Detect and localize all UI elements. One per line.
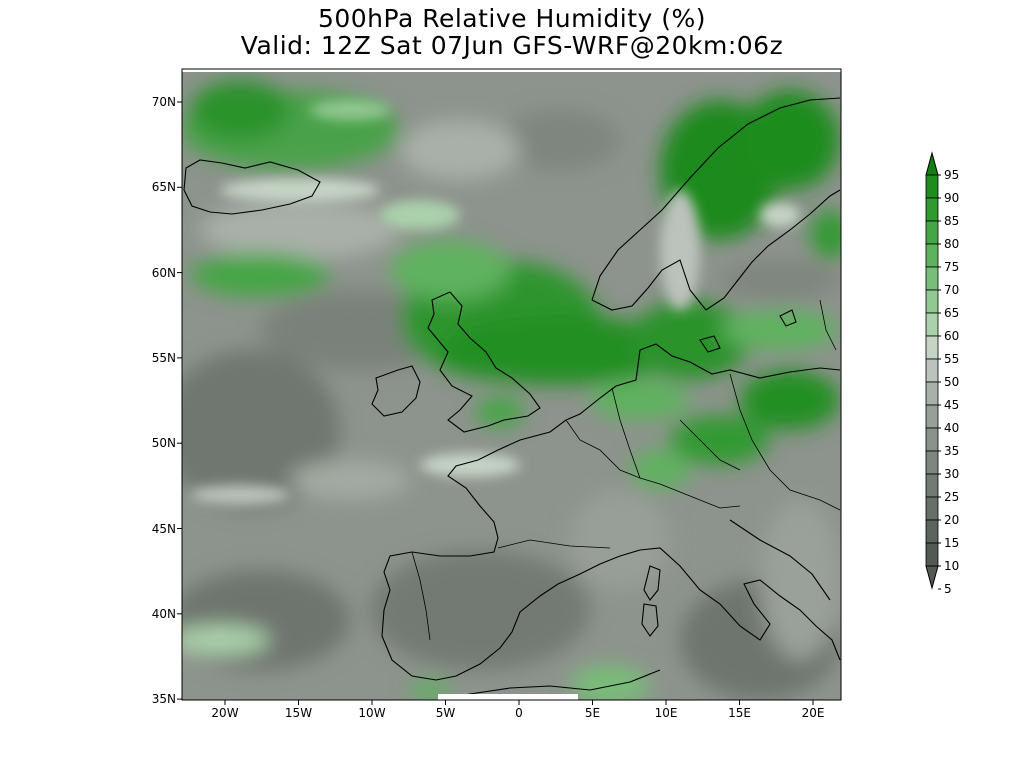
colorbar-swatch xyxy=(925,496,939,521)
colorbar-level-label: 25 xyxy=(944,490,960,504)
colorbar-swatch xyxy=(925,473,939,498)
colorbar-level-label: 85 xyxy=(944,214,960,228)
lat-label: 55N xyxy=(151,350,176,365)
colorbar-level-label: 55 xyxy=(944,352,960,366)
colorbar-swatch xyxy=(925,404,939,429)
map-frame xyxy=(181,68,842,701)
colorbar-level-label: 10 xyxy=(944,559,960,573)
colorbar-swatch xyxy=(925,243,939,268)
lat-label: 45N xyxy=(151,521,176,536)
colorbar-swatch xyxy=(925,174,939,199)
colorbar-level-label: 15 xyxy=(944,536,960,550)
lat-label: 50N xyxy=(151,436,176,451)
colorbar-swatch xyxy=(925,335,939,360)
colorbar-level-label: 45 xyxy=(944,398,960,412)
colorbar-top-arrow xyxy=(925,151,939,176)
colorbar-swatch xyxy=(925,358,939,383)
colorbar-level-label: 40 xyxy=(944,421,960,435)
lon-label: 0 xyxy=(515,706,523,720)
humidity-field xyxy=(182,80,841,700)
colorbar-swatch xyxy=(925,519,939,544)
lon-label: 20W xyxy=(211,706,239,720)
colorbar-swatch xyxy=(925,542,939,567)
lon-label: 10E xyxy=(654,706,678,720)
colorbar-level-label: 50 xyxy=(944,375,960,389)
colorbar-swatch xyxy=(925,312,939,337)
lat-label: 60N xyxy=(151,265,176,280)
lon-label: 10W xyxy=(358,706,386,720)
colorbar-level-label: 90 xyxy=(944,191,960,205)
colorbar-swatch xyxy=(925,220,939,245)
lat-label: 70N xyxy=(151,95,176,109)
colorbar-level-label: 75 xyxy=(944,260,960,274)
colorbar-swatch xyxy=(925,197,939,222)
lat-label: 35N xyxy=(151,692,176,707)
chart-subtitle: Valid: 12Z Sat 07Jun GFS-WRF@20km:06z xyxy=(240,31,784,60)
colorbar-swatch xyxy=(925,427,939,452)
colorbar-level-label: 80 xyxy=(944,237,960,251)
chart-title: 500hPa Relative Humidity (%) xyxy=(317,4,707,33)
colorbar-bottom-arrow xyxy=(925,565,939,590)
colorbar-swatch xyxy=(925,289,939,314)
colorbar-level-label: 70 xyxy=(944,283,960,297)
colorbar-level-label: 65 xyxy=(944,306,960,320)
colorbar-swatch xyxy=(925,450,939,475)
colorbar-level-label: 95 xyxy=(944,168,960,182)
lat-label: 65N xyxy=(151,180,176,195)
colorbar-level-label: 60 xyxy=(944,329,960,343)
lon-label: 15W xyxy=(284,706,313,720)
humidity-highlights xyxy=(190,100,800,505)
lat-label: 40N xyxy=(151,606,176,621)
lon-label: 20E xyxy=(801,706,825,720)
colorbar-level-label: 5 xyxy=(944,582,952,596)
colorbar-level-label: 20 xyxy=(944,513,960,527)
lon-label: 5E xyxy=(584,706,601,720)
colorbar-swatch xyxy=(925,381,939,406)
lon-label: 5W xyxy=(435,706,456,720)
colorbar-level-label: 35 xyxy=(944,444,960,458)
colorbar-swatch xyxy=(925,266,939,291)
lon-label: 15E xyxy=(728,706,751,720)
colorbar-level-label: 30 xyxy=(944,467,960,481)
